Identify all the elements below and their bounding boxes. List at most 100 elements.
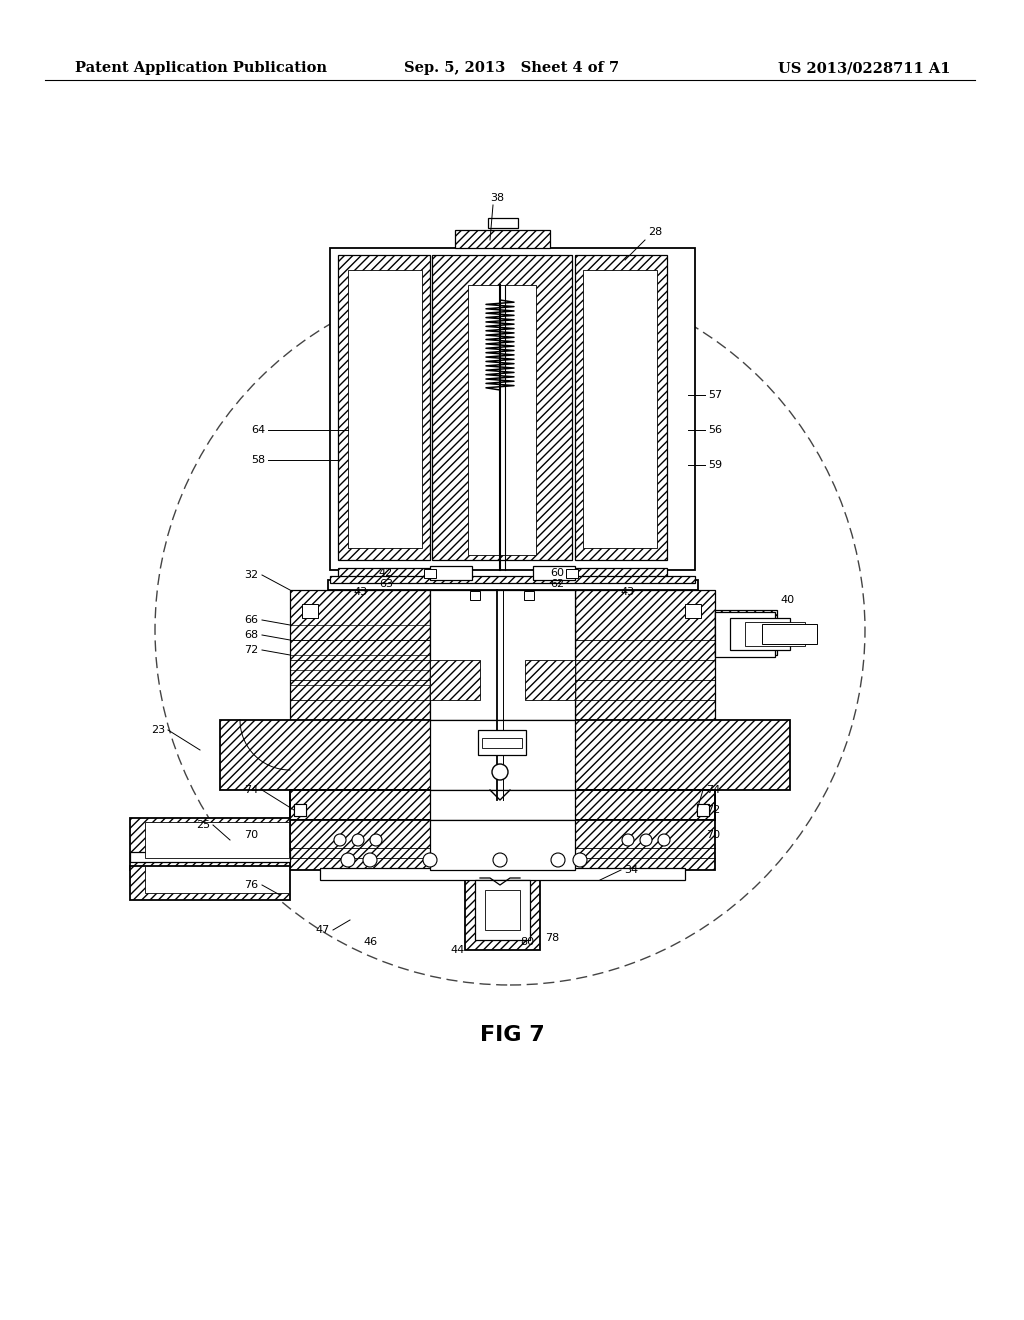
Text: 68: 68 — [244, 630, 258, 640]
Text: 56: 56 — [708, 425, 722, 436]
Circle shape — [341, 853, 355, 867]
Circle shape — [352, 834, 364, 846]
Bar — [330, 576, 695, 583]
Bar — [575, 590, 715, 719]
Bar — [294, 804, 306, 816]
Bar — [430, 719, 575, 789]
Bar — [290, 590, 430, 719]
Bar — [424, 569, 436, 578]
Text: 70: 70 — [706, 830, 720, 840]
Text: 76: 76 — [244, 880, 258, 890]
Text: Sep. 5, 2013   Sheet 4 of 7: Sep. 5, 2013 Sheet 4 of 7 — [404, 61, 620, 75]
Bar — [470, 591, 480, 601]
Circle shape — [622, 834, 634, 846]
Text: 38: 38 — [490, 193, 504, 203]
Bar — [485, 890, 520, 931]
Bar — [566, 569, 578, 578]
Bar — [685, 605, 701, 618]
Text: 66: 66 — [244, 615, 258, 624]
Bar — [338, 568, 430, 578]
Bar — [294, 804, 306, 816]
Text: 44: 44 — [450, 945, 464, 954]
Bar — [430, 660, 480, 700]
Bar — [730, 618, 790, 649]
Text: 64: 64 — [251, 425, 265, 436]
Text: 60: 60 — [550, 568, 564, 578]
Text: 46: 46 — [364, 937, 378, 946]
Text: 43: 43 — [354, 587, 368, 597]
Circle shape — [423, 853, 437, 867]
Text: 70: 70 — [244, 830, 258, 840]
Text: 43: 43 — [620, 587, 634, 597]
Bar — [145, 822, 289, 858]
Text: 74: 74 — [706, 785, 720, 795]
Bar — [534, 566, 575, 579]
Circle shape — [334, 834, 346, 846]
Circle shape — [493, 853, 507, 867]
Bar — [290, 789, 715, 820]
Bar — [432, 255, 572, 560]
Bar — [488, 218, 518, 228]
Bar — [762, 624, 817, 644]
Bar — [130, 818, 290, 870]
Bar — [525, 660, 575, 700]
Bar — [319, 869, 685, 880]
Bar — [465, 870, 540, 950]
Bar — [482, 738, 522, 748]
Text: 40: 40 — [780, 595, 795, 605]
Bar — [697, 804, 709, 816]
Bar — [575, 568, 667, 578]
Text: 58: 58 — [251, 455, 265, 465]
Bar — [715, 612, 775, 657]
Circle shape — [551, 853, 565, 867]
Bar — [130, 866, 290, 900]
Text: 59: 59 — [708, 459, 722, 470]
Text: 78: 78 — [545, 933, 559, 942]
Circle shape — [658, 834, 670, 846]
Text: 74: 74 — [244, 785, 258, 795]
Bar — [220, 719, 790, 789]
Text: 32: 32 — [244, 570, 258, 579]
Bar — [524, 591, 534, 601]
Circle shape — [492, 764, 508, 780]
Bar — [290, 820, 715, 870]
Text: 47: 47 — [315, 925, 330, 935]
Bar — [430, 590, 575, 719]
Bar — [302, 605, 318, 618]
Circle shape — [370, 834, 382, 846]
Text: 34: 34 — [624, 865, 638, 875]
Circle shape — [640, 834, 652, 846]
Bar — [430, 566, 472, 579]
Bar — [338, 255, 430, 560]
Text: 23: 23 — [151, 725, 165, 735]
Text: US 2013/0228711 A1: US 2013/0228711 A1 — [777, 61, 950, 75]
Text: 63: 63 — [379, 579, 393, 589]
Text: 42: 42 — [379, 568, 393, 578]
Bar — [715, 610, 777, 655]
Circle shape — [573, 853, 587, 867]
Text: 72: 72 — [706, 805, 720, 814]
Bar — [430, 789, 575, 820]
Text: 28: 28 — [648, 227, 663, 238]
Bar — [348, 271, 422, 548]
Text: Patent Application Publication: Patent Application Publication — [75, 61, 327, 75]
Text: 72: 72 — [244, 645, 258, 655]
Bar — [478, 730, 526, 755]
Bar — [745, 622, 805, 645]
Bar — [697, 804, 709, 816]
Text: FIG 7: FIG 7 — [479, 1026, 545, 1045]
Text: 57: 57 — [708, 389, 722, 400]
Bar — [468, 285, 536, 554]
Bar — [575, 255, 667, 560]
Bar — [145, 866, 289, 894]
Text: 62: 62 — [550, 579, 564, 589]
Bar — [475, 880, 530, 940]
Bar — [430, 820, 575, 870]
Text: 25: 25 — [196, 820, 210, 830]
Bar — [330, 248, 695, 570]
Bar — [583, 271, 657, 548]
Bar — [455, 230, 550, 248]
Text: 80: 80 — [520, 937, 535, 946]
Circle shape — [362, 853, 377, 867]
Bar — [130, 851, 290, 862]
